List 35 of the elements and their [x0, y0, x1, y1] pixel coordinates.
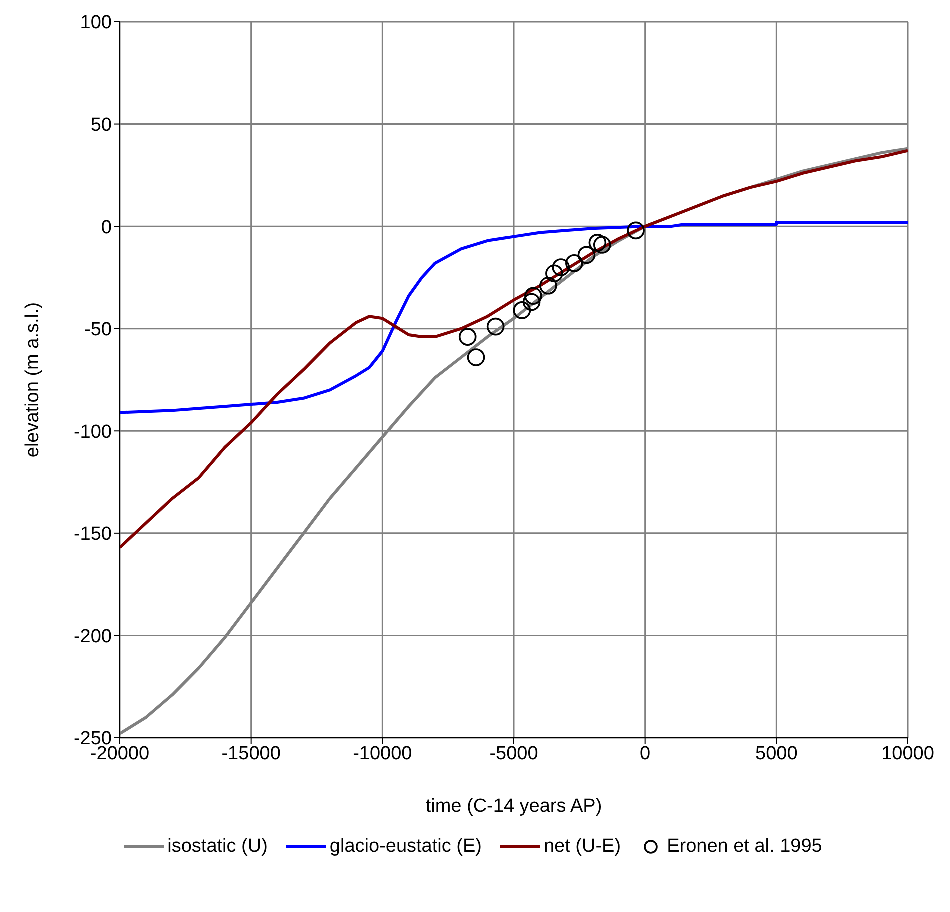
- point: [486, 318, 505, 336]
- y-tick-label: -200: [74, 626, 112, 648]
- y-tick-label: -100: [74, 422, 112, 443]
- point: [578, 246, 596, 264]
- x-tick-label: -5000: [490, 743, 538, 764]
- x-tick-label: 10000: [882, 743, 934, 764]
- x-tick-label: -15000: [222, 743, 281, 764]
- y-tick-label: 0: [101, 217, 112, 238]
- point: [513, 302, 532, 320]
- point: [546, 264, 564, 283]
- point: [540, 276, 558, 295]
- point: [467, 348, 486, 366]
- x-tick-label: 5000: [756, 743, 798, 764]
- y-axis-title: elevation (m a.s.l.): [22, 302, 44, 458]
- y-tick-label: 50: [90, 115, 112, 136]
- point: [566, 254, 584, 272]
- x-tick-label: -10000: [353, 743, 412, 764]
- point: [524, 287, 542, 306]
- line-series: [120, 220, 908, 414]
- x-tick-label: 0: [640, 743, 651, 764]
- x-axis-title: time (C-14 years AP): [426, 796, 602, 817]
- point: [458, 328, 477, 346]
- point: [522, 293, 541, 312]
- legend-label: Eronen et al. 1995: [667, 836, 822, 858]
- y-tick-label: -50: [84, 320, 112, 341]
- point: [593, 236, 612, 254]
- legend-label: glacio-eustatic (E): [330, 836, 482, 858]
- y-tick-label: 100: [80, 12, 112, 34]
- legend-label: net (U-E): [544, 836, 622, 858]
- y-tick-label: -150: [74, 524, 112, 546]
- point: [552, 258, 570, 276]
- point: [588, 234, 607, 252]
- line-series: [120, 149, 908, 550]
- legend-label: isostatic (U): [168, 836, 268, 858]
- point: [627, 222, 645, 240]
